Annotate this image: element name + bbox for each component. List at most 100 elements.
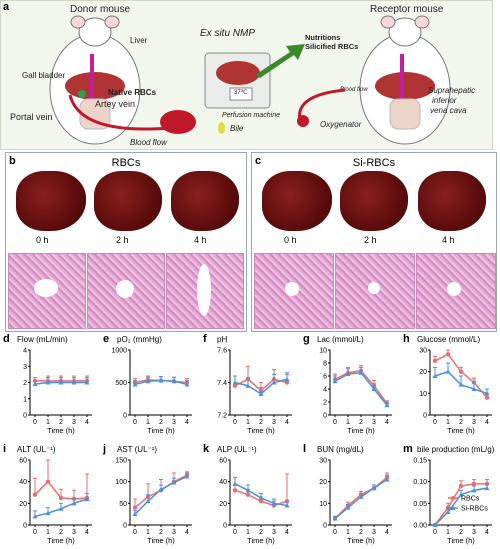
y-tick-label: 0.05 [413, 501, 427, 508]
data-point-si-rbcs [145, 378, 151, 384]
data-point-rbcs [32, 492, 38, 497]
x-tick-label: 1 [46, 529, 50, 536]
series-line-si-rbcs [334, 371, 388, 406]
histology-rbcs-0h [8, 253, 86, 329]
time-label-b-2: 4 h [194, 235, 207, 245]
x-tick-label: 2 [159, 529, 163, 536]
x-axis-label: Time (h) [247, 536, 275, 545]
x-tick-label: 4 [85, 419, 89, 426]
label-native-rbcs: Native RBCs [108, 88, 157, 97]
data-point-si-rbcs [71, 380, 77, 385]
histology-rbcs-2h [87, 253, 165, 329]
y-tick-label: 20 [19, 501, 27, 508]
data-point-rbcs [258, 498, 264, 504]
label-inferior: inferior [432, 96, 457, 105]
chart-title: Lac (mmol/L) [317, 335, 364, 344]
x-tick-label: 3 [172, 529, 176, 536]
y-tick-label: 7.4 [217, 380, 227, 387]
data-point-rbcs [484, 395, 490, 400]
data-point-si-rbcs [171, 480, 177, 485]
x-tick-label: 1 [46, 419, 50, 426]
blood-flow-tube [68, 94, 196, 134]
chart-title: Glucose (mmol/L) [417, 335, 480, 344]
data-point-si-rbcs [458, 492, 464, 497]
oxygenator-tube [297, 88, 346, 127]
y-tick-label: 30 [419, 348, 427, 355]
data-point-si-rbcs [32, 381, 38, 387]
chart-title: bile production (mL/g) [417, 445, 495, 454]
data-point-si-rbcs [332, 516, 338, 521]
liver-photo-sirbcs-4h [418, 171, 486, 231]
x-tick-label: 4 [285, 529, 289, 536]
label-perfusion-machine: Perfusion machine [222, 112, 280, 119]
data-point-si-rbcs [432, 522, 438, 527]
panel-b-letter: b [9, 155, 16, 167]
label-portal-vein: Portal vein [10, 112, 53, 122]
y-tick-label: 8 [323, 361, 327, 368]
y-tick-label: 2 [323, 400, 327, 407]
y-tick-label: 0.10 [413, 479, 427, 486]
chart-m: m bile production (mL/g) 0.00 0.05 0.10 0.15 0… [403, 443, 495, 545]
y-tick-label: 0 [423, 413, 427, 420]
x-tick-label: 4 [385, 529, 389, 536]
liver-photo-sirbcs-2h [340, 171, 408, 231]
label-silicified-rbcs: Silicified RBCs [305, 42, 359, 51]
x-tick-label: 0 [33, 529, 37, 536]
data-point-si-rbcs [45, 510, 51, 516]
donor-mouse-title: Donor mouse [70, 4, 131, 15]
data-point-si-rbcs [58, 506, 64, 511]
x-tick-label: 2 [459, 529, 463, 536]
y-tick-label: 20 [319, 479, 327, 486]
time-label-c-0: 0 h [284, 235, 297, 245]
x-axis-label: Time (h) [447, 536, 475, 545]
receptor-mouse-title: Receptor mouse [370, 4, 444, 15]
panel-c-letter: c [255, 155, 262, 167]
liver-photo-rbcs-2h [94, 171, 162, 231]
time-label-b-1: 2 h [116, 235, 129, 245]
y-tick-label: 500 [115, 380, 127, 387]
y-tick-label: 0 [23, 413, 27, 420]
x-axis-label: Time (h) [147, 426, 175, 435]
histology-sirbcs-0h [254, 253, 334, 329]
label-nutritions: Nutritions [305, 33, 341, 42]
data-point-si-rbcs [284, 503, 290, 508]
panel-b: b RBCs 0 h 2 h 4 h [5, 152, 247, 332]
chart-title: ALT (UL⁻¹) [17, 445, 56, 454]
y-tick-label: 0 [323, 523, 327, 530]
chart-k: k ALP (UL⁻¹) 0 20 40 60 0 1 2 3 4 Time (h) [203, 443, 292, 545]
data-point-si-rbcs [471, 487, 477, 493]
data-point-si-rbcs [271, 380, 277, 385]
data-point-si-rbcs [484, 485, 490, 491]
chart-g: g Lac (mmol/L) 0 2 4 6 8 10 0 1 2 3 4 Time (h) [303, 333, 392, 435]
y-tick-label: 50 [119, 501, 127, 508]
data-point-rbcs [232, 383, 238, 388]
panel-a-schematic: a Donor mouse Ex situ NMP Receptor mouse… [0, 0, 493, 150]
y-tick-label: 150 [115, 458, 127, 465]
data-point-si-rbcs [58, 380, 64, 385]
x-tick-label: 0 [33, 419, 37, 426]
x-tick-label: 1 [346, 419, 350, 426]
series-line-rbcs [334, 369, 388, 404]
chart-d: d Flow (mL/min) 0 1 2 3 4 0 1 2 3 4 Time (h) [3, 333, 92, 435]
y-tick-label: 20 [219, 501, 227, 508]
histology-sirbcs-4h [416, 253, 496, 329]
x-tick-label: 4 [485, 419, 489, 426]
x-tick-label: 2 [59, 529, 63, 536]
chart-letter: f [203, 333, 207, 345]
liver-photo-rbcs-4h [171, 171, 239, 231]
histology-sirbcs-2h [335, 253, 415, 329]
data-point-si-rbcs [345, 505, 351, 510]
data-point-rbcs [58, 495, 64, 501]
chart-title: AST (UL⁻¹) [117, 445, 157, 454]
x-axis-label: Time (h) [247, 426, 275, 435]
receptor-mouse-illustration [359, 15, 451, 145]
data-point-si-rbcs [84, 380, 90, 385]
x-tick-label: 3 [172, 419, 176, 426]
y-tick-label: 40 [219, 479, 227, 486]
label-liver: Liver [130, 36, 148, 45]
legend-marker-si-rbcs [450, 505, 456, 510]
x-axis-label: Time (h) [47, 536, 75, 545]
label-temp: 37℃ [234, 90, 248, 96]
data-point-rbcs [284, 380, 290, 385]
